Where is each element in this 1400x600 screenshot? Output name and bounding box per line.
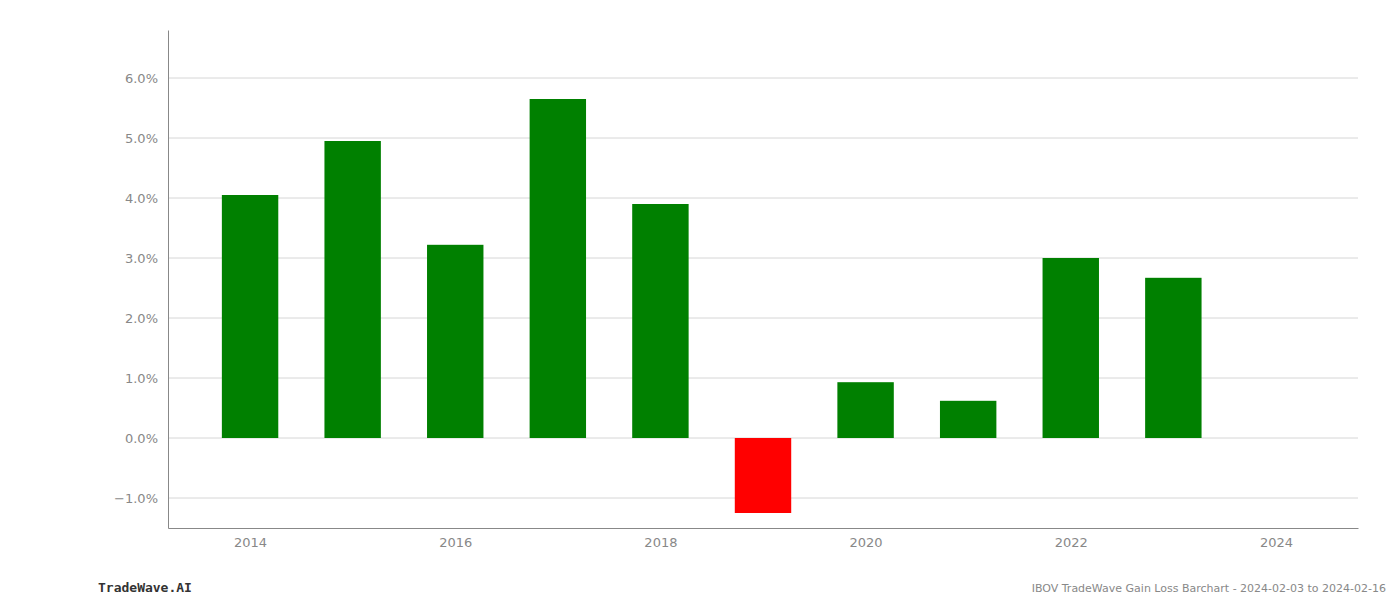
- y-tick-label: 0.0%: [125, 431, 158, 446]
- y-tick: 6.0%: [125, 71, 168, 86]
- x-tick-label: 2018: [644, 535, 677, 550]
- x-tick-label: 2020: [850, 535, 883, 550]
- y-tick: 5.0%: [125, 131, 168, 146]
- y-tick: 2.0%: [125, 311, 168, 326]
- bar: [632, 204, 688, 438]
- bar: [1043, 258, 1099, 438]
- x-tick-label: 2014: [234, 535, 267, 550]
- y-tick: 1.0%: [125, 371, 168, 386]
- x-tick: 2014: [234, 528, 267, 550]
- y-tick: −1.0%: [114, 491, 168, 506]
- bar: [735, 438, 791, 513]
- y-tick-label: 1.0%: [125, 371, 158, 386]
- x-tick-label: 2022: [1055, 535, 1088, 550]
- y-tick-label: 3.0%: [125, 251, 158, 266]
- bar: [324, 141, 380, 438]
- x-tick: 2020: [850, 528, 883, 550]
- y-tick: 4.0%: [125, 191, 168, 206]
- x-tick-label: 2024: [1260, 535, 1293, 550]
- y-tick-label: 5.0%: [125, 131, 158, 146]
- bar: [1145, 278, 1201, 438]
- bar: [940, 401, 996, 438]
- bar: [222, 195, 278, 438]
- x-tick: 2024: [1260, 528, 1293, 550]
- y-tick: 3.0%: [125, 251, 168, 266]
- x-axis-line: [169, 528, 1359, 529]
- watermark: TradeWave.AI: [98, 580, 192, 595]
- grid-line: [168, 138, 1358, 139]
- y-tick-label: 6.0%: [125, 71, 158, 86]
- x-tick-label: 2016: [439, 535, 472, 550]
- y-tick-label: −1.0%: [114, 491, 158, 506]
- y-tick-label: 2.0%: [125, 311, 158, 326]
- x-axis: 2014 2016 2018 2020 2022 2024: [169, 528, 1359, 550]
- x-tick: 2018: [644, 528, 677, 550]
- bars: [222, 99, 1202, 513]
- y-axis: −1.0% 0.0% 1.0% 2.0% 3.0% 4.0% 5.0% 6.0%: [114, 31, 168, 529]
- bar: [427, 245, 483, 438]
- x-tick: 2022: [1055, 528, 1088, 550]
- bar: [837, 382, 893, 438]
- title: IBOV TradeWave Gain Loss Barchart - 2024…: [1032, 582, 1386, 595]
- grid-line: [168, 78, 1358, 79]
- x-tick: 2016: [439, 528, 472, 550]
- y-tick-label: 4.0%: [125, 191, 158, 206]
- y-axis-line: [168, 31, 169, 529]
- grid: [168, 78, 1358, 498]
- plot: −1.0%0.0%1.0%2.0%3.0%4.0%5.0%6.0%2014201…: [114, 31, 1358, 551]
- chart: −1.0%0.0%1.0%2.0%3.0%4.0%5.0%6.0%2014201…: [0, 0, 1400, 600]
- bar: [530, 99, 586, 438]
- y-tick: 0.0%: [125, 431, 168, 446]
